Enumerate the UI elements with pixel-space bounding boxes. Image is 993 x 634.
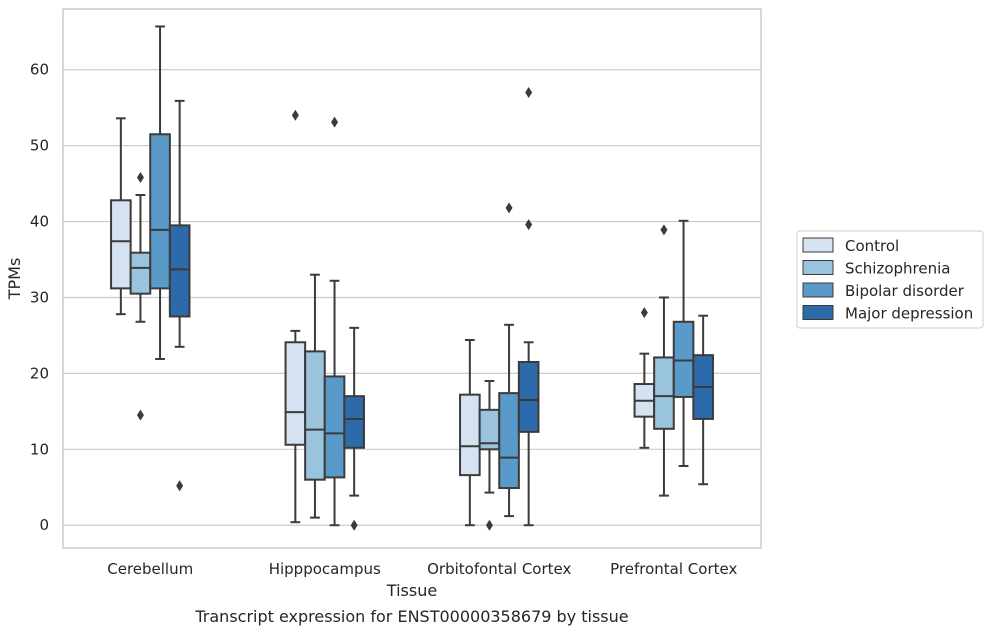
y-tick-label: 10 [30, 440, 49, 458]
box-body [517, 361, 540, 433]
outlier-marker [525, 219, 533, 231]
box-0-3 [168, 99, 191, 492]
box-body [323, 375, 346, 479]
box-1-0 [284, 109, 307, 524]
outlier-marker [136, 172, 144, 184]
legend-swatch [802, 237, 834, 253]
box-body [459, 393, 481, 477]
box-body [284, 341, 307, 446]
box-body [168, 224, 191, 318]
outlier-marker [525, 87, 533, 99]
legend-label: Bipolar disorder [845, 282, 965, 300]
x-tick-label: Hipppocampus [269, 560, 381, 578]
x-axis-title: Tissue [386, 581, 437, 600]
outlier-marker [291, 109, 299, 121]
y-tick-label: 40 [30, 213, 49, 231]
box-3-0 [633, 307, 656, 449]
box-2-0 [459, 338, 481, 527]
outlier-marker [660, 224, 668, 236]
legend-label: Schizophrenia [845, 260, 950, 278]
x-axis-ticks: Cerebellum Hipppocampus Orbitofontal Corte… [107, 560, 737, 578]
box-body [672, 320, 695, 398]
y-tick-label: 20 [30, 364, 49, 382]
box-0-2 [149, 25, 171, 360]
box-2-2 [498, 202, 520, 518]
y-tick-label: 0 [39, 516, 49, 534]
x-tick-label: Prefrontal Cortex [610, 560, 737, 578]
y-tick-label: 50 [30, 137, 49, 155]
outlier-marker [136, 409, 144, 421]
outlier-marker [640, 307, 648, 319]
y-tick-label: 60 [30, 61, 49, 79]
y-axis-ticks: 0 10 20 30 40 50 60 [30, 61, 49, 534]
outlier-marker [350, 519, 358, 531]
box-body [129, 251, 152, 295]
box-3-1 [653, 224, 675, 497]
legend-swatch [802, 282, 834, 298]
outlier-marker [176, 480, 184, 492]
box-body [304, 350, 326, 481]
legend-label: Major depression [845, 305, 973, 323]
x-tick-label: Orbitofontal Cortex [427, 560, 571, 578]
legend-swatch [802, 305, 834, 320]
box-1-1 [304, 273, 326, 519]
x-tick-label: Cerebellum [107, 560, 193, 578]
box-body [343, 395, 365, 449]
box-0-1 [129, 172, 152, 421]
legend: Control Schizophrenia Bipolar disorder Majo… [796, 230, 984, 329]
box-1-2 [323, 116, 346, 527]
box-0-0 [110, 117, 132, 316]
legend-swatch [802, 260, 834, 275]
box-body [110, 199, 132, 290]
box-2-3 [517, 87, 540, 527]
plot-frame [62, 8, 762, 549]
y-axis-title: TPMs [5, 258, 24, 301]
box-2-1 [478, 379, 501, 531]
outlier-marker [505, 202, 513, 214]
legend-label: Control [845, 237, 899, 255]
outlier-marker [485, 519, 493, 531]
box-body [149, 133, 171, 290]
box-3-2 [672, 219, 695, 468]
legend-frame [796, 230, 984, 329]
box-1-3 [343, 326, 365, 531]
box-body [653, 356, 675, 430]
chart-caption: Transcript expression for ENST0000035867… [194, 607, 628, 626]
box-plot-series [110, 25, 714, 531]
box-3-3 [692, 314, 714, 486]
box-body [498, 392, 520, 490]
y-tick-label: 30 [30, 288, 49, 306]
outlier-marker [331, 116, 339, 128]
